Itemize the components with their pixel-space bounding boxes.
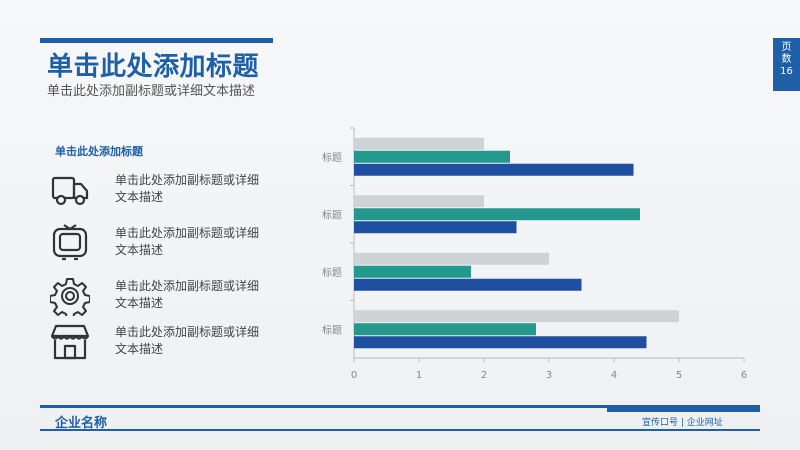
page-number: 16: [780, 66, 793, 77]
bar: [354, 163, 634, 176]
company-name[interactable]: 企业名称: [55, 416, 108, 431]
slogan[interactable]: 宣传口号 | 企业网址: [642, 418, 723, 428]
slide-subtitle[interactable]: 单击此处添加副标题或详细文本描述: [47, 84, 256, 99]
feature-item: 单击此处添加副标题或详细文本描述: [50, 170, 310, 216]
bar: [354, 265, 471, 278]
bar: [354, 310, 679, 323]
bar: [354, 336, 647, 349]
store-icon: [50, 324, 90, 360]
bar: [354, 137, 484, 150]
bar: [354, 195, 484, 208]
y-category-label: 标题: [322, 267, 342, 279]
x-tick-label: 3: [546, 370, 552, 381]
feature-description[interactable]: 单击此处添加副标题或详细文本描述: [115, 173, 260, 204]
x-tick-label: 2: [481, 370, 487, 381]
bar: [354, 150, 510, 163]
bar: [354, 278, 582, 291]
x-tick-label: 5: [676, 370, 682, 381]
feature-description[interactable]: 单击此处添加副标题或详细文本描述: [115, 325, 260, 356]
tv-icon: [52, 224, 88, 261]
page-label-2: 数: [781, 54, 792, 65]
feature-item: 单击此处添加副标题或详细文本描述: [50, 276, 310, 322]
page-label-1: 页: [781, 42, 792, 53]
section-heading[interactable]: 单击此处添加标题: [55, 145, 143, 158]
feature-item: 单击此处添加副标题或详细文本描述: [50, 322, 310, 368]
x-tick-label: 6: [741, 370, 747, 381]
feature-item: 单击此处添加副标题或详细文本描述: [50, 223, 310, 269]
x-tick-label: 1: [416, 370, 422, 381]
slide-title[interactable]: 单击此处添加标题: [47, 52, 260, 82]
y-category-label: 标题: [322, 209, 342, 221]
title-accent-bar: [40, 38, 273, 43]
gear-icon: [50, 278, 90, 316]
truck-icon: [51, 176, 89, 206]
x-tick-label: 0: [351, 370, 357, 381]
bar: [354, 323, 536, 336]
page-number-badge: 页 数 16: [773, 38, 800, 91]
y-category-label: 标题: [322, 324, 342, 336]
footer-accent-bar: [607, 406, 760, 412]
bar: [354, 208, 640, 221]
bar: [354, 221, 517, 234]
x-tick-label: 4: [611, 370, 617, 381]
bar: [354, 252, 549, 265]
footer-line: [40, 405, 760, 408]
footer-bottom-line: [40, 429, 760, 431]
bar-chart: 0 1 2 3 4 5 6 标题 标题 标题 标题: [300, 120, 770, 390]
feature-description[interactable]: 单击此处添加副标题或详细文本描述: [115, 226, 260, 257]
feature-description[interactable]: 单击此处添加副标题或详细文本描述: [115, 279, 260, 310]
y-category-label: 标题: [322, 152, 342, 164]
